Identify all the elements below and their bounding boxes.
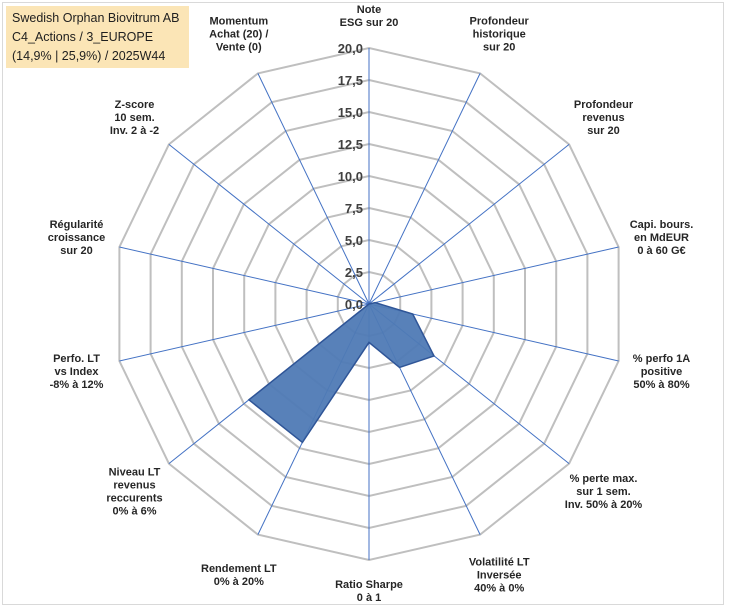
tick-label: 2,5 xyxy=(345,265,363,280)
axis-label: Momentum Achat (20) / Vente (0) xyxy=(209,16,268,54)
tick-label: 20,0 xyxy=(338,41,363,56)
axis-label: % perfo 1A positive 50% à 80% xyxy=(633,353,691,391)
axis-label: Perfo. LT vs Index -8% à 12% xyxy=(50,353,104,391)
radar-tick-labels: 0,0 2,5 5,0 7,5 10,0 12,5 15,0 17,5 20,0 xyxy=(338,41,363,312)
axis-spoke xyxy=(368,144,570,305)
axis-label: Niveau LT revenus reccurents 0% à 6% xyxy=(106,467,162,518)
radar-axis-labels: Note ESG sur 20 Profondeur historique sur 20… xyxy=(48,4,694,604)
axis-label: Profondeur historique sur 20 xyxy=(470,16,530,54)
axis-spoke xyxy=(368,246,619,305)
radar-series xyxy=(247,301,436,444)
axis-spoke xyxy=(119,246,370,305)
axis-spoke xyxy=(119,303,370,362)
chart-frame xyxy=(2,2,724,605)
axis-label: Profondeur revenus sur 20 xyxy=(574,99,634,137)
tick-label: 17,5 xyxy=(338,73,363,88)
title-category: C4_Actions / 3_EUROPE xyxy=(12,30,154,44)
axis-label: Z-score 10 sem. Inv. 2 à -2 xyxy=(110,99,159,137)
chart-title-block: Swedish Orphan Biovitrum AB C4_Actions /… xyxy=(6,6,189,68)
axis-spoke xyxy=(257,73,370,305)
tick-label: 7,5 xyxy=(345,201,363,216)
axis-label: Capi. bours. en MdEUR 0 à 60 G€ xyxy=(630,219,694,257)
axis-label: Note ESG sur 20 xyxy=(340,4,399,29)
axis-label: % perte max. sur 1 sem. Inv. 50% à 20% xyxy=(565,473,643,511)
axis-label: Régularité croissance sur 20 xyxy=(48,219,105,257)
axis-label: Volatilité LT Inversée 40% à 0% xyxy=(469,556,530,594)
tick-label: 12,5 xyxy=(338,137,363,152)
axis-label: Ratio Sharpe 0 à 1 xyxy=(335,579,403,604)
tick-label: 5,0 xyxy=(345,233,363,248)
axis-spoke xyxy=(168,144,370,305)
axis-spoke xyxy=(368,73,481,305)
title-company: Swedish Orphan Biovitrum AB xyxy=(12,11,180,25)
tick-label: 15,0 xyxy=(338,105,363,120)
title-period: (14,9% | 25,9%) / 2025W44 xyxy=(12,49,166,63)
axis-label: Rendement LT 0% à 20% xyxy=(201,563,277,588)
tick-label: 10,0 xyxy=(338,169,363,184)
tick-label: 0,0 xyxy=(345,297,363,312)
series-area xyxy=(247,301,436,444)
